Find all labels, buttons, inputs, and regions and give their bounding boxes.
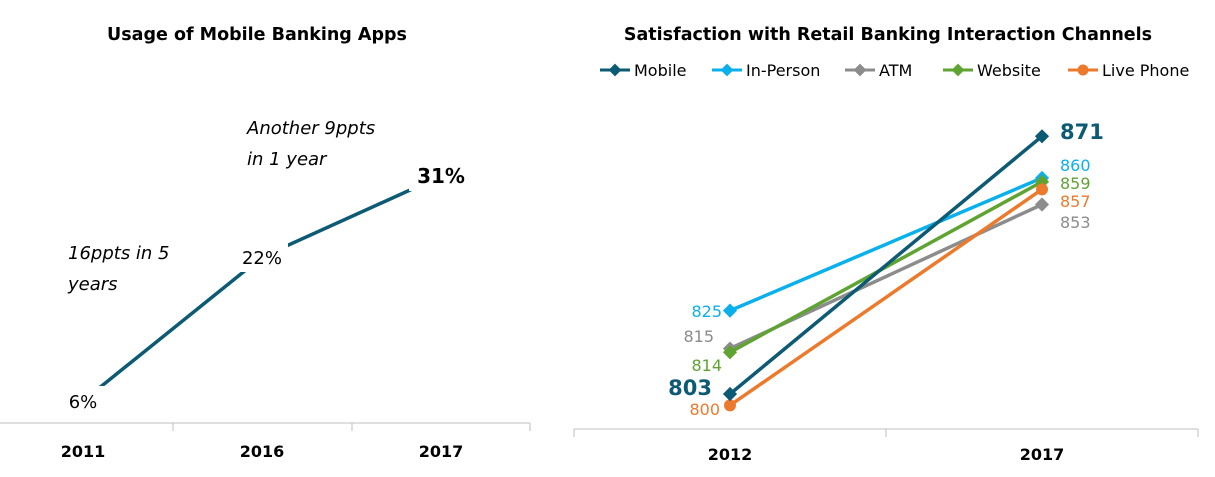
satisfaction-chart: Satisfaction with Retail Banking Interac… [573, 25, 1199, 464]
legend-marker-diamond [720, 63, 734, 77]
legend-label-mobile: Mobile [634, 61, 686, 80]
data-label-mobile-2017: 871 [1060, 120, 1104, 144]
data-label-background [57, 386, 109, 416]
satisfaction-chart-title: Satisfaction with Retail Banking Interac… [624, 25, 1152, 45]
legend-item-in-person: In-Person [712, 61, 820, 80]
legend-label-in-person: In-Person [746, 61, 820, 80]
legend-item-atm: ATM [845, 61, 912, 80]
data-label-2016: 22% [242, 248, 282, 269]
data-label-live-phone-2017: 857 [1060, 192, 1091, 211]
data-label-in-person-2012: 825 [691, 302, 722, 321]
x-tick-label-2017: 2017 [1020, 445, 1065, 464]
annotation-5yr-line1: 16ppts in 5 [68, 243, 170, 264]
data-label-website-2017: 859 [1060, 174, 1091, 193]
legend-label-live-phone: Live Phone [1102, 61, 1189, 80]
x-tick-label-2016: 2016 [240, 442, 285, 461]
data-label-background [236, 242, 288, 272]
data-point-live-phone [724, 399, 736, 412]
mobile-usage-chart-title: Usage of Mobile Banking Apps [107, 25, 407, 45]
legend-label-atm: ATM [879, 61, 912, 80]
data-point-in-person [722, 303, 738, 318]
legend-label-website: Website [977, 61, 1041, 80]
x-tick-label-2012: 2012 [708, 445, 753, 464]
data-point-atm [1034, 197, 1050, 212]
annotation-5yr-line2: years [67, 274, 118, 295]
legend-item-mobile: Mobile [600, 61, 686, 80]
data-label-background [409, 161, 473, 191]
mobile-usage-series: 6% 22% 31% [57, 161, 473, 416]
data-label-2017: 31% [417, 164, 465, 188]
data-label-atm-2012: 815 [683, 327, 714, 346]
data-point-website [722, 345, 738, 360]
satisfaction-series: 803 871 825 860 815 853 814 859 800 857 [668, 120, 1104, 419]
x-tick-label-2011: 2011 [61, 442, 106, 461]
data-label-2011: 6% [69, 392, 98, 413]
legend-item-live-phone: Live Phone [1068, 61, 1189, 80]
series-line-in-person [729, 176, 1043, 313]
chart-legend: Mobile In-Person ATM Website Live Phone [600, 61, 1189, 80]
data-label-mobile-2012: 803 [668, 376, 712, 400]
data-point-live-phone [1036, 183, 1048, 196]
annotation-1yr-line1: Another 9ppts [246, 118, 375, 139]
data-label-live-phone-2012: 800 [689, 400, 720, 419]
data-label-website-2012: 814 [691, 356, 722, 375]
legend-marker-diamond [951, 63, 965, 77]
data-point-mobile [722, 386, 738, 402]
annotation-1yr-line2: in 1 year [247, 149, 328, 170]
data-label-in-person-2017: 860 [1060, 156, 1091, 175]
series-line-live-phone [729, 187, 1043, 407]
mobile-usage-chart: Usage of Mobile Banking Apps 2011 2016 2… [0, 25, 531, 461]
data-point-mobile [1034, 129, 1050, 144]
data-label-atm-2017: 853 [1060, 213, 1091, 232]
legend-marker-diamond [853, 63, 867, 77]
legend-item-website: Website [943, 61, 1041, 80]
legend-marker-diamond [608, 63, 622, 77]
legend-marker-circle [1077, 64, 1089, 76]
series-line-mobile [728, 134, 1044, 396]
x-tick-label-2017: 2017 [419, 442, 464, 461]
mobile-usage-line [81, 174, 442, 403]
